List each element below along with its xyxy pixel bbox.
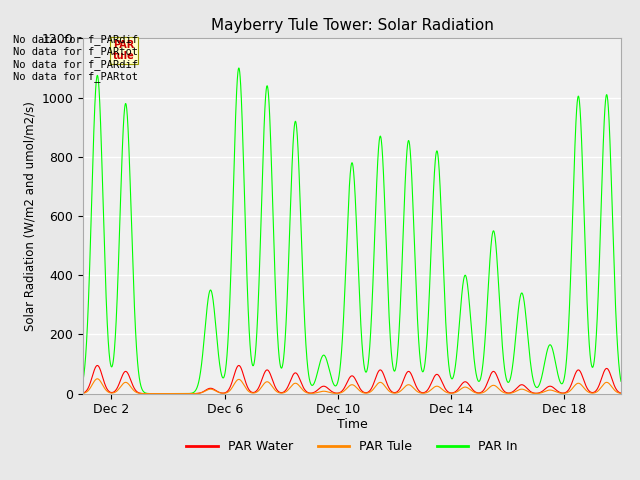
Text: No data for f_PARdif
No data for f_PARtot
No data for f_PARdif
No data for f_PAR: No data for f_PARdif No data for f_PARto… bbox=[13, 34, 138, 82]
Line: PAR Tule: PAR Tule bbox=[83, 379, 640, 394]
PAR Water bbox=[317, 384, 325, 390]
PAR In bbox=[317, 356, 325, 362]
PAR In bbox=[600, 131, 607, 136]
Y-axis label: Solar Radiation (W/m2 and umol/m2/s): Solar Radiation (W/m2 and umol/m2/s) bbox=[23, 101, 36, 331]
PAR In bbox=[322, 354, 330, 360]
PAR Water bbox=[93, 362, 101, 368]
PAR In bbox=[348, 160, 356, 166]
PAR In bbox=[628, 391, 636, 396]
PAR Water bbox=[628, 391, 636, 396]
Line: PAR Water: PAR Water bbox=[83, 365, 640, 394]
PAR In bbox=[235, 65, 243, 71]
PAR In bbox=[79, 377, 87, 383]
PAR Tule bbox=[322, 388, 330, 394]
PAR Water bbox=[600, 369, 607, 375]
PAR Tule bbox=[348, 382, 356, 388]
PAR Tule bbox=[93, 376, 101, 382]
Legend: PAR Water, PAR Tule, PAR In: PAR Water, PAR Tule, PAR In bbox=[181, 435, 523, 458]
Line: PAR In: PAR In bbox=[83, 68, 640, 394]
X-axis label: Time: Time bbox=[337, 418, 367, 431]
PAR In bbox=[491, 230, 499, 236]
PAR Tule bbox=[628, 391, 636, 396]
Text: PAR
tule: PAR tule bbox=[113, 39, 134, 61]
PAR Tule bbox=[491, 383, 499, 388]
PAR Water bbox=[491, 369, 499, 375]
PAR Tule bbox=[600, 381, 607, 387]
PAR Water bbox=[164, 391, 172, 396]
PAR Tule bbox=[317, 389, 325, 395]
PAR Water bbox=[349, 373, 356, 379]
PAR Water bbox=[79, 390, 87, 396]
PAR Tule bbox=[79, 390, 87, 396]
PAR Water bbox=[322, 384, 330, 390]
Title: Mayberry Tule Tower: Solar Radiation: Mayberry Tule Tower: Solar Radiation bbox=[211, 18, 493, 33]
